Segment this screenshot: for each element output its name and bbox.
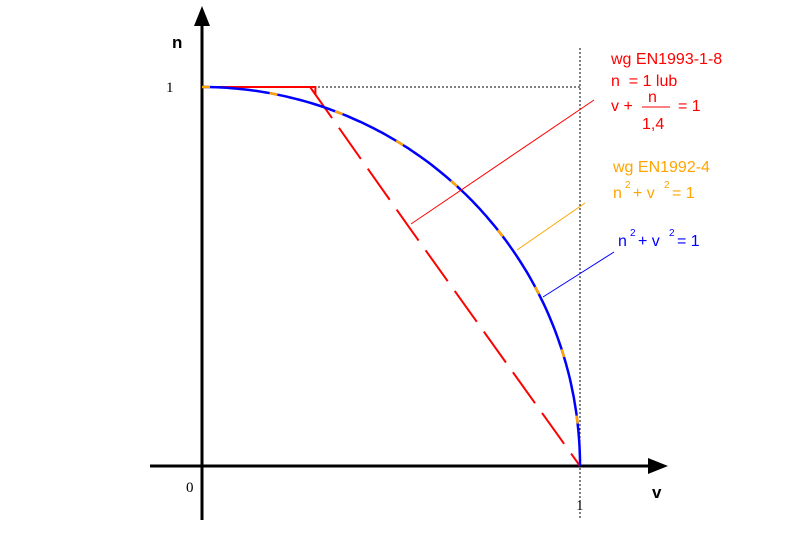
annotation-ec3-line-1: wg EN1993-1-8 bbox=[610, 51, 722, 68]
annotation-circle-n: n bbox=[618, 233, 627, 250]
origin-label: 0 bbox=[186, 480, 194, 496]
series-circle-orange bbox=[202, 85, 582, 466]
x-tick-label-1: 1 bbox=[576, 498, 584, 514]
y-axis-arrow bbox=[194, 6, 210, 26]
series-ec3-flat bbox=[202, 86, 317, 95]
y-tick-label-1: 1 bbox=[166, 80, 174, 96]
annotation-ec3-prefix: v + bbox=[611, 98, 633, 115]
annotation-ec3-denominator: 1,4 bbox=[642, 116, 664, 133]
y-axis-label: n bbox=[172, 33, 182, 52]
annotation-ec2: wg EN1992-4 n 2 + v 2 = 1 bbox=[612, 159, 710, 202]
series-ec3-diag bbox=[309, 86, 581, 467]
annotation-circle-sup2: 2 bbox=[669, 228, 675, 239]
annotation-ec2-sup2: 2 bbox=[664, 180, 670, 191]
annotation-ec2-n: n bbox=[613, 185, 622, 202]
series-circle-blue bbox=[202, 85, 582, 466]
annotation-ec3-numerator: n bbox=[648, 89, 657, 106]
annotation-ec3-line-2: n = 1 lub bbox=[611, 73, 677, 90]
annotation-ec2-eq: = 1 bbox=[672, 185, 695, 202]
annotation-ec2-plus: + v bbox=[633, 185, 655, 202]
annotation-ec2-sup1: 2 bbox=[625, 180, 631, 191]
curves-layer bbox=[202, 85, 582, 467]
leader-ec2 bbox=[516, 202, 586, 251]
annotation-circle-eq: = 1 bbox=[677, 233, 700, 250]
x-axis-label: v bbox=[652, 483, 662, 502]
leader-ec3 bbox=[410, 99, 595, 225]
annotation-ec3-suffix: = 1 bbox=[678, 98, 701, 115]
annotation-ec3: wg EN1993-1-8 n = 1 lub v + n 1,4 = 1 bbox=[610, 51, 722, 133]
leader-circle bbox=[542, 251, 615, 298]
annotation-circle-plus: + v bbox=[638, 233, 660, 250]
annotation-ec2-line-1: wg EN1992-4 bbox=[612, 159, 710, 176]
x-axis-arrow bbox=[648, 458, 668, 474]
annotation-circle: n 2 + v 2 = 1 bbox=[618, 228, 700, 250]
annotation-circle-sup1: 2 bbox=[630, 228, 636, 239]
